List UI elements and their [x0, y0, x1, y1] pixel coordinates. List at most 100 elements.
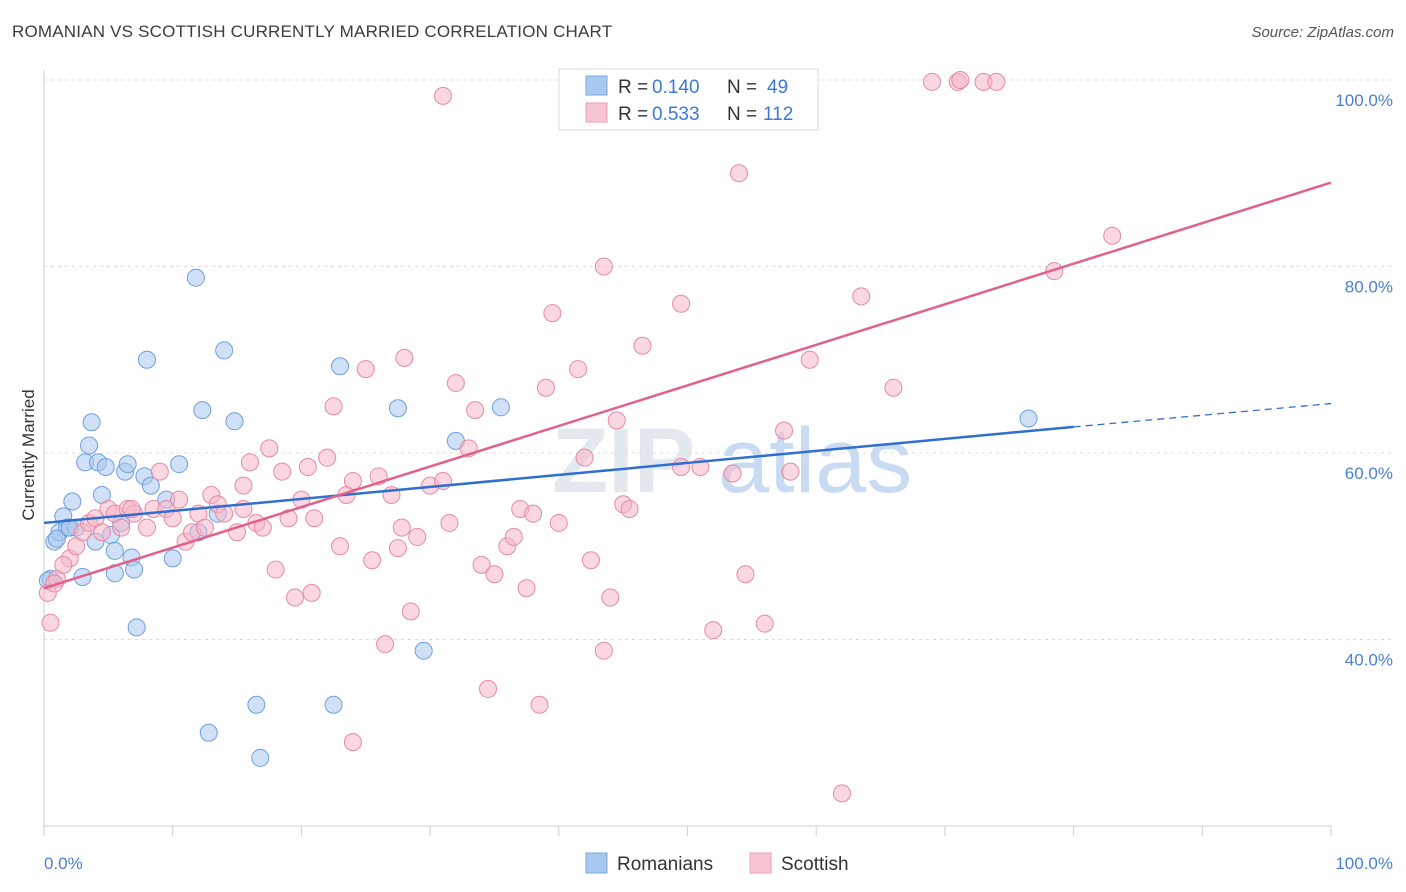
legend-n-label-1: N = [727, 104, 757, 125]
scottish-point [620, 499, 639, 518]
romanians-point [491, 398, 510, 417]
scottish-point [302, 583, 321, 602]
scottish-point [729, 164, 748, 183]
scottish-point [446, 374, 465, 393]
scottish-trend-line [43, 181, 1332, 590]
scottish-point [549, 513, 568, 532]
scottish-point [466, 401, 485, 420]
scottish-point [395, 348, 414, 367]
scottish-point [234, 476, 253, 495]
romanians-point [137, 350, 156, 369]
watermark-atlas: atlas [718, 410, 912, 512]
chart-title: ROMANIAN VS SCOTTISH CURRENTLY MARRIED C… [12, 22, 613, 41]
scottish-point [318, 448, 337, 467]
scottish-point [401, 602, 420, 621]
legend-swatch-romanians [585, 75, 608, 96]
romanians-point [141, 476, 160, 495]
scottish-point [832, 784, 851, 803]
scottish-point [524, 504, 543, 523]
romanians-point [186, 268, 205, 287]
legend-r-label-1: R = [618, 104, 648, 125]
scottish-point [285, 588, 304, 607]
scottish-point [569, 360, 588, 379]
scottish-point [575, 448, 594, 467]
x-tick-label-max: 100.0% [1335, 854, 1393, 873]
scottish-point [723, 464, 742, 483]
scottish-point [884, 378, 903, 397]
scottish-point [504, 527, 523, 546]
scottish-point [298, 457, 317, 476]
bottom-legend-swatch-scottish [749, 852, 772, 874]
scottish-point [987, 72, 1006, 91]
scottish-point [601, 588, 620, 607]
legend-swatch-scottish [585, 102, 608, 123]
scottish-point [852, 287, 871, 306]
y-tick-labels: 100.0% 80.0% 60.0% 40.0% [1335, 91, 1393, 670]
scottish-point [150, 462, 169, 481]
scottish-point [594, 257, 613, 276]
bottom-legend-label-romanians: Romanians [617, 854, 713, 875]
y-tick-label: 40.0% [1345, 651, 1393, 670]
gridlines [44, 79, 1393, 640]
trend-lines [43, 181, 1332, 590]
scottish-point [273, 462, 292, 481]
scottish-point [408, 527, 427, 546]
scottish-point [363, 551, 382, 570]
romanians-point [82, 413, 101, 432]
scottish-point [781, 462, 800, 481]
y-tick-label: 60.0% [1345, 464, 1393, 483]
scottish-point [376, 635, 395, 654]
scottish-point [672, 457, 691, 476]
romanians-point [125, 560, 144, 579]
scottish-point [331, 537, 350, 556]
top-legend: R = 0.140 N = 49 R = 0.533 N = 112 [558, 68, 819, 131]
scottish-point [343, 471, 362, 490]
scottish-point [672, 294, 691, 313]
scottish-point [1103, 226, 1122, 245]
romanians-point [414, 641, 433, 660]
romanians-point [1019, 409, 1038, 428]
legend-n-value-1: 112 [763, 104, 793, 125]
y-tick-label: 100.0% [1335, 91, 1393, 110]
source-label: Source: ZipAtlas.com [1251, 24, 1394, 41]
scottish-point [112, 518, 131, 537]
x-tick-label-min: 0.0% [44, 854, 83, 873]
romanians-point [170, 455, 189, 474]
scottish-point [388, 539, 407, 558]
scottish-point [530, 695, 549, 714]
watermark-zip: ZIP [552, 410, 695, 512]
x-ticks [43, 826, 1332, 836]
romanians-trend-line [43, 425, 1074, 525]
scottish-point [440, 513, 459, 532]
romanians-point [388, 399, 407, 418]
scottish-point [755, 614, 774, 633]
romanians-point [63, 492, 82, 511]
scottish-point [54, 555, 73, 574]
scottish-point [517, 579, 536, 598]
scottish-point [343, 733, 362, 752]
bottom-legend-swatch-romanians [585, 852, 608, 874]
romanians-point [127, 618, 146, 637]
scottish-point [923, 72, 942, 91]
romanians-point [47, 529, 66, 548]
romanians-point [163, 549, 182, 568]
romanians-point [225, 412, 244, 431]
scottish-point [704, 621, 723, 640]
scottish-point [594, 641, 613, 660]
scottish-point [581, 551, 600, 570]
scottish-point [195, 518, 214, 537]
romanians-point [324, 695, 343, 714]
scottish-point [279, 509, 298, 528]
scottish-point [324, 397, 343, 416]
legend-r-value-0: 0.140 [652, 77, 700, 98]
scottish-point [485, 565, 504, 584]
scottish-point [41, 613, 60, 632]
scottish-point [92, 523, 111, 542]
scottish-point [433, 86, 452, 105]
scottish-point [305, 509, 324, 528]
scottish-point [736, 565, 755, 584]
scottish-point [479, 679, 498, 698]
scottish-point [775, 421, 794, 440]
legend-n-label-0: N = [727, 77, 757, 98]
